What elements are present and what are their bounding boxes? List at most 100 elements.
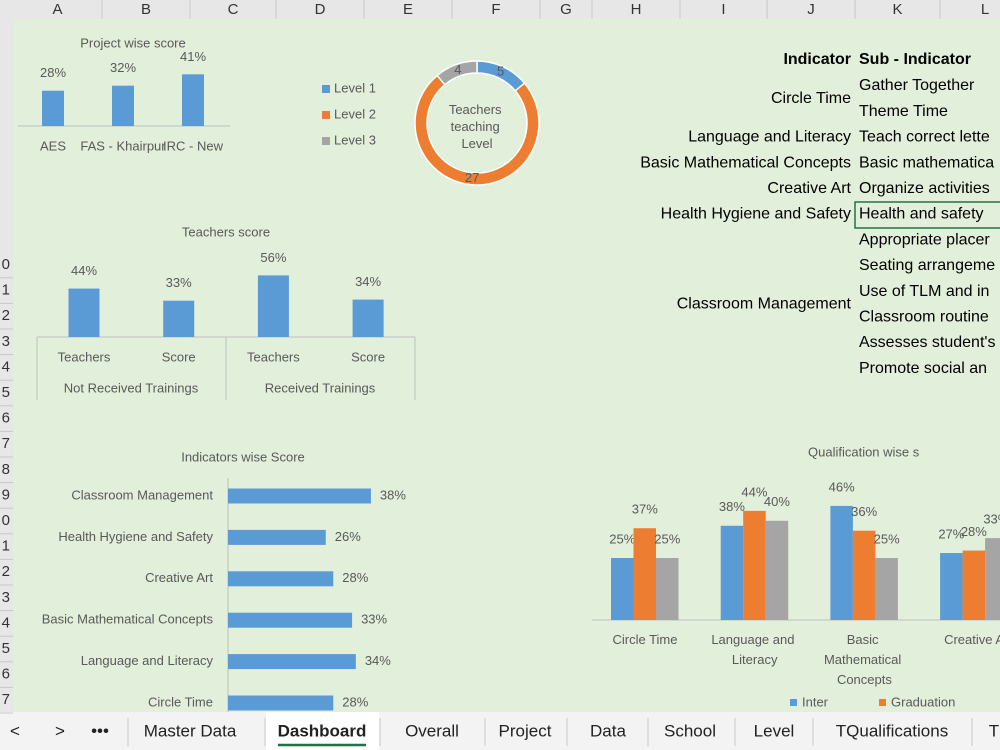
indicator-cell: Basic Mathematical Concepts xyxy=(640,154,851,171)
data-label: 28% xyxy=(342,570,368,585)
sub-indicator-cell: Theme Time xyxy=(859,103,948,120)
sheet-tab[interactable]: Level xyxy=(754,721,795,740)
row-header: 6 xyxy=(2,410,10,427)
data-label: 34% xyxy=(355,274,381,289)
data-label: 41% xyxy=(180,49,206,64)
category-label: Basic Mathematical Concepts xyxy=(824,632,905,687)
sheet-tab[interactable]: Overall xyxy=(405,721,459,740)
row-header: 0 xyxy=(2,256,10,273)
row-header: 5 xyxy=(2,384,10,401)
sheet-tab[interactable]: Master Data xyxy=(144,721,237,740)
sheet-tab[interactable]: TQualifications xyxy=(836,721,948,740)
category-label: Circle Time xyxy=(612,632,677,647)
row-header: 3 xyxy=(2,333,10,350)
bar xyxy=(962,550,986,620)
chart-title: Teachers teaching Level xyxy=(449,102,505,151)
bar xyxy=(112,85,134,126)
row-header: 0 xyxy=(2,512,10,529)
column-header: C xyxy=(228,1,239,18)
column-header: H xyxy=(631,1,642,18)
category-label: IRC - New xyxy=(163,138,224,153)
tab-nav[interactable]: > xyxy=(55,721,65,740)
column-header: E xyxy=(403,1,413,18)
category-label: Classroom Management xyxy=(71,487,213,502)
tab-nav[interactable]: < xyxy=(10,721,20,740)
sub-indicator-cell: Assesses student's xyxy=(859,334,995,351)
sheet-tab[interactable]: Project xyxy=(499,721,552,740)
column-header: J xyxy=(807,1,815,18)
bar xyxy=(940,553,963,620)
sub-indicator-cell: Seating arrangeme xyxy=(859,257,995,274)
legend-label: Level 1 xyxy=(334,80,376,95)
column-header: D xyxy=(315,1,326,18)
data-label: 33% xyxy=(361,612,387,627)
sub-indicator-cell: Use of TLM and in xyxy=(859,283,989,300)
data-label: 33% xyxy=(983,512,1000,527)
legend-label: Level 3 xyxy=(334,132,376,147)
indicator-cell: Health Hygiene and Safety xyxy=(661,206,851,223)
column-header: G xyxy=(560,1,572,18)
column-header: I xyxy=(721,1,725,18)
column-header: L xyxy=(981,1,989,18)
row-header: 5 xyxy=(2,640,10,657)
category-label: Basic Mathematical Concepts xyxy=(42,612,214,627)
column-header-bar xyxy=(0,0,1000,19)
column-header: F xyxy=(491,1,500,18)
row-header: 2 xyxy=(2,307,10,324)
sheet-tab[interactable]: Data xyxy=(590,721,626,740)
table-header: Indicator xyxy=(783,51,851,68)
bar xyxy=(352,299,384,337)
legend-label: Level 2 xyxy=(334,106,376,121)
chart-title: Project wise score xyxy=(80,35,185,50)
bar xyxy=(852,530,876,620)
bar xyxy=(228,695,334,711)
data-label: 38% xyxy=(380,487,406,502)
data-label: 46% xyxy=(829,479,855,494)
bar xyxy=(163,300,195,337)
bar xyxy=(830,505,853,620)
data-label: 28% xyxy=(40,65,66,80)
row-header: 8 xyxy=(2,461,10,478)
sheet-tab[interactable]: Dashboard xyxy=(278,721,367,740)
data-label: 38% xyxy=(719,499,745,514)
chart-title: Qualification wise s xyxy=(808,444,920,459)
sub-indicator-cell: Basic mathematica xyxy=(859,154,994,171)
bar xyxy=(68,288,100,337)
data-label: 28% xyxy=(961,524,987,539)
bar xyxy=(182,74,204,126)
data-label: 32% xyxy=(110,60,136,75)
data-label: 5 xyxy=(497,64,504,79)
bar xyxy=(42,90,64,126)
data-label: 25% xyxy=(609,531,635,546)
indicator-cell: Creative Art xyxy=(767,180,851,197)
bar xyxy=(611,558,634,620)
row-header: 6 xyxy=(2,666,10,683)
category-label: Creative Art xyxy=(145,570,213,585)
category-label: Language and Literacy xyxy=(711,632,798,667)
data-label: 33% xyxy=(166,275,192,290)
sheet-tab[interactable]: T xyxy=(989,721,999,740)
category-label: FAS - Khairpur xyxy=(80,138,166,153)
data-label: 34% xyxy=(365,653,391,668)
chart-title: Indicators wise Score xyxy=(181,449,305,464)
legend-swatch xyxy=(322,111,330,119)
column-header: K xyxy=(892,1,902,18)
category-label: Score xyxy=(162,349,196,364)
row-header: 1 xyxy=(2,538,10,555)
tab-nav[interactable]: ••• xyxy=(91,721,109,740)
category-label: Score xyxy=(351,349,385,364)
row-header: 9 xyxy=(2,486,10,503)
data-label: 25% xyxy=(654,531,680,546)
bar xyxy=(985,538,1000,620)
group-label: Received Trainings xyxy=(265,380,376,395)
legend-swatch xyxy=(322,85,330,93)
selected-cell xyxy=(854,201,1000,229)
bar xyxy=(633,528,656,620)
group-label: Not Received Trainings xyxy=(64,380,199,395)
data-label: 37% xyxy=(632,502,658,517)
bar xyxy=(228,612,353,628)
legend-swatch xyxy=(790,699,797,706)
category-label: Teachers xyxy=(247,349,300,364)
data-label: 27 xyxy=(465,170,479,185)
sheet-tab[interactable]: School xyxy=(664,721,716,740)
